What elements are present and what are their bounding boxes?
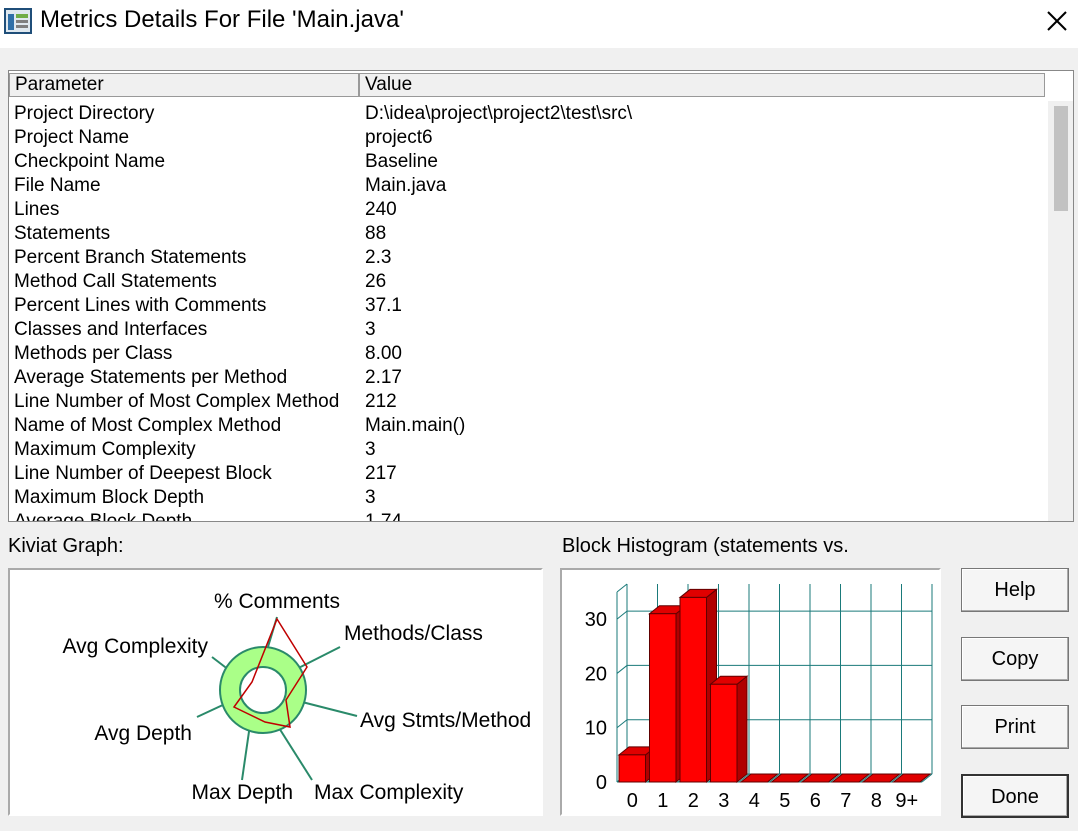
window-title: Metrics Details For File 'Main.java' (40, 6, 404, 33)
close-button[interactable] (1040, 4, 1074, 38)
y-tick-label: 10 (585, 718, 607, 740)
grid-line (616, 719, 628, 729)
value-cell: Baseline (365, 151, 438, 172)
floor-line (860, 773, 872, 783)
parameter-cell: Line Number of Deepest Block (14, 463, 272, 484)
x-tick-label: 0 (627, 790, 638, 812)
bar-top (831, 773, 871, 783)
value-cell: 37.1 (365, 295, 402, 316)
parameter-cell: Statements (14, 223, 111, 244)
value-cell: 217 (365, 463, 397, 484)
parameter-cell: File Name (14, 175, 101, 196)
bar-top (800, 773, 840, 783)
parameter-cell: Average Block Depth (14, 511, 193, 522)
axis-label: Avg Stmts/Method (360, 709, 531, 732)
floor-line (891, 773, 902, 783)
axis-label: Max Complexity (314, 781, 464, 804)
grid-line (616, 665, 628, 674)
parameter-cell: Maximum Complexity (14, 439, 196, 460)
floor-line (921, 773, 933, 783)
floor-line (769, 773, 780, 783)
kiviat-title: Kiviat Graph: (8, 535, 124, 557)
bar-top (770, 773, 810, 783)
parameter-cell: Lines (14, 199, 60, 220)
value-cell: Main.main() (365, 415, 466, 436)
value-cell: project6 (365, 127, 433, 148)
histogram-panel: 0 10 20 30 0 1 2 3 4 5 6 7 8 9+ (560, 568, 941, 816)
value-cell: 26 (365, 271, 387, 292)
column-header[interactable]: Value (359, 73, 1045, 97)
y-tick-label: 30 (585, 609, 607, 631)
column-header[interactable]: Parameter (9, 73, 359, 97)
x-tick-label: 2 (688, 790, 699, 812)
y-tick-label: 20 (585, 663, 607, 685)
y-tick-label: 0 (596, 772, 607, 794)
x-tick-label: 1 (657, 790, 668, 812)
bar-top (861, 773, 901, 783)
parameter-cell: Checkpoint Name (14, 151, 166, 172)
bar (649, 613, 677, 783)
parameter-cell: Methods per Class (14, 343, 173, 364)
axis-label: % Comments (214, 590, 340, 613)
x-tick-label: 7 (840, 790, 851, 812)
bar-top (739, 773, 779, 783)
print-button[interactable]: Print (961, 705, 1069, 749)
grid-line (616, 610, 628, 620)
parameter-cell: Classes and Interfaces (14, 319, 208, 340)
x-tick-label: 3 (718, 790, 729, 812)
parameter-cell: Line Number of Most Complex Method (14, 391, 340, 412)
x-tick-label: 5 (779, 790, 790, 812)
value-cell: D:\idea\project\project2\test\src\ (365, 103, 633, 124)
bar (618, 754, 646, 783)
axis-label: Avg Depth (94, 722, 192, 745)
histogram-title: Block Histogram (statements vs. (562, 535, 849, 557)
parameter-cell: Name of Most Complex Method (14, 415, 282, 436)
done-button[interactable]: Done (961, 774, 1069, 818)
x-tick-label: 6 (810, 790, 821, 812)
bar-side (736, 675, 748, 784)
value-cell: Main.java (365, 175, 447, 196)
bar-top (892, 773, 932, 783)
value-cell: 3 (365, 439, 376, 460)
value-cell: 3 (365, 487, 376, 508)
axis-label: Max Depth (191, 781, 293, 804)
help-button[interactable]: Help (961, 568, 1069, 612)
parameter-cell: Method Call Statements (14, 271, 217, 292)
value-cell: 2.3 (365, 247, 392, 268)
value-cell: 8.00 (365, 343, 402, 364)
kiviat-graph: % Comments Methods/Class Avg Stmts/Metho… (62, 590, 531, 804)
x-tick-label: 8 (871, 790, 882, 812)
kiviat-panel: % Comments Methods/Class Avg Stmts/Metho… (8, 568, 543, 816)
axis-label: Methods/Class (344, 622, 483, 645)
axis-line (616, 583, 628, 593)
parameter-cell: Project Directory (14, 103, 155, 124)
scroll-thumb[interactable] (1054, 106, 1068, 211)
value-cell: 212 (365, 391, 397, 412)
value-cell: 240 (365, 199, 397, 220)
x-tick-label: 9+ (895, 790, 918, 812)
value-cell: 3 (365, 319, 376, 340)
parameter-cell: Average Statements per Method (14, 367, 288, 388)
floor-line (799, 773, 811, 783)
parameter-cell: Percent Branch Statements (14, 247, 247, 268)
title-bar: Metrics Details For File 'Main.java' (0, 0, 1078, 48)
parameter-cell: Percent Lines with Comments (14, 295, 267, 316)
copy-button[interactable]: Copy (961, 637, 1069, 681)
value-cell: 2.17 (365, 367, 402, 388)
parameter-cell: Maximum Block Depth (14, 487, 205, 508)
scrollbar[interactable] (1048, 101, 1073, 521)
bar (679, 596, 707, 783)
bar (710, 683, 738, 783)
floor-line (738, 773, 750, 783)
value-cell: 88 (365, 223, 387, 244)
floor-line (830, 773, 841, 783)
axis-label: Avg Complexity (62, 635, 208, 658)
x-tick-label: 4 (749, 790, 760, 812)
metrics-table: Parameter Value Project Directory D:\idea… (8, 70, 1074, 522)
parameter-cell: Project Name (14, 127, 130, 148)
value-cell: 1.74 (365, 511, 402, 522)
app-icon (4, 8, 32, 34)
